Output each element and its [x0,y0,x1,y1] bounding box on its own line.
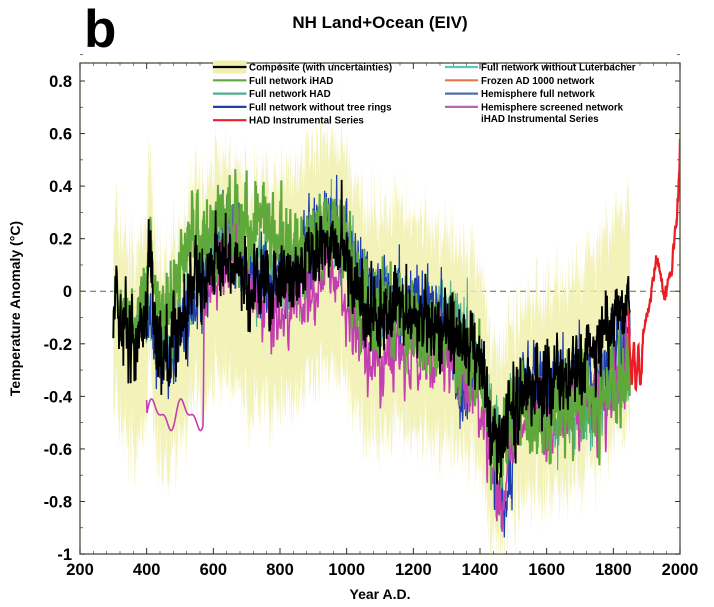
svg-text:Full network HAD: Full network HAD [249,89,331,100]
svg-text:1800: 1800 [595,561,632,579]
svg-text:Composite (with uncertainties): Composite (with uncertainties) [249,63,392,74]
svg-text:Hemisphere screened network: Hemisphere screened network [481,102,624,113]
svg-text:iHAD Instrumental Series: iHAD Instrumental Series [481,114,599,125]
svg-text:0.8: 0.8 [49,73,72,91]
svg-text:HAD Instrumental Series: HAD Instrumental Series [249,116,364,127]
svg-text:Full network iHAD: Full network iHAD [249,76,333,87]
svg-text:Temperature Anomaly (°C): Temperature Anomaly (°C) [7,221,23,396]
svg-text:400: 400 [133,561,161,579]
svg-text:1600: 1600 [528,561,565,579]
svg-text:0.4: 0.4 [49,178,73,196]
svg-text:1000: 1000 [328,561,365,579]
svg-text:b: b [84,0,116,59]
svg-text:NH Land+Ocean (EIV): NH Land+Ocean (EIV) [292,13,467,32]
svg-text:2000: 2000 [662,561,699,579]
svg-text:-0.2: -0.2 [44,336,72,354]
svg-text:200: 200 [66,561,94,579]
svg-text:Year A.D.: Year A.D. [350,586,411,602]
svg-text:0.2: 0.2 [49,231,72,249]
svg-text:1200: 1200 [395,561,432,579]
svg-text:Hemisphere full network: Hemisphere full network [481,89,595,100]
svg-text:-0.4: -0.4 [44,388,73,406]
svg-text:Frozen AD 1000 network: Frozen AD 1000 network [481,76,595,87]
svg-text:Full network without tree ring: Full network without tree rings [249,102,392,113]
svg-text:-0.8: -0.8 [44,493,72,511]
svg-text:-0.6: -0.6 [44,441,72,459]
svg-text:600: 600 [200,561,228,579]
svg-text:Full network without Luterbach: Full network without Luterbacher [481,63,636,74]
svg-text:800: 800 [266,561,294,579]
svg-text:1400: 1400 [462,561,499,579]
svg-text:0: 0 [63,283,72,301]
svg-text:0.6: 0.6 [49,126,72,144]
